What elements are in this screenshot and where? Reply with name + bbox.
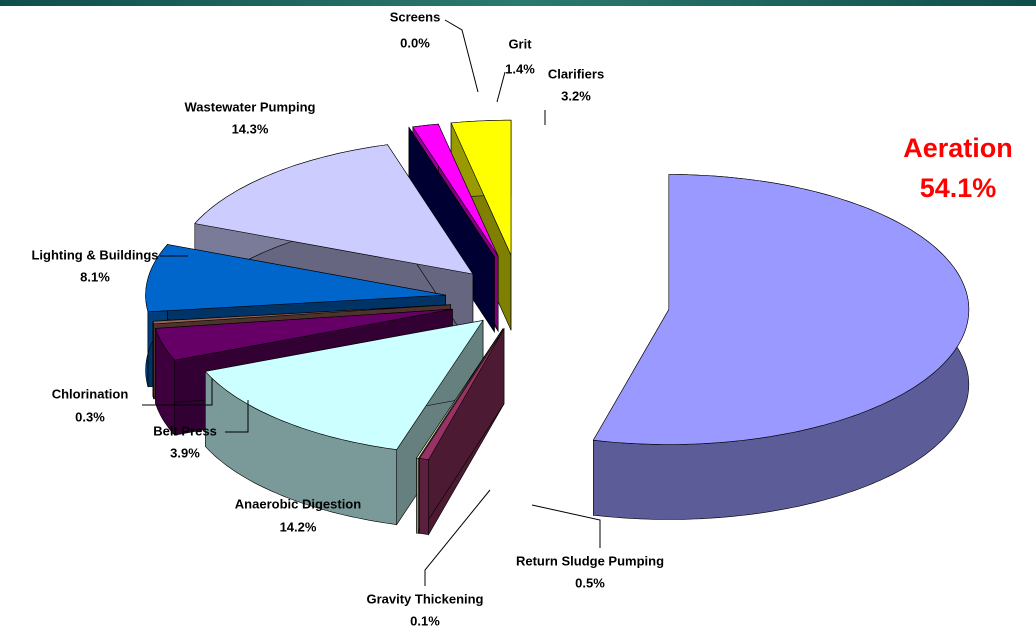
- slice-value-label: 1.4%: [505, 61, 535, 76]
- slice-value-label: 3.9%: [170, 445, 200, 460]
- slice-name: Wastewater Pumping: [185, 99, 316, 114]
- leader-line: [424, 489, 491, 586]
- slice-value-label: 54.1%: [920, 173, 997, 203]
- slice-top: [416, 328, 504, 459]
- slice-name: Clarifiers: [548, 66, 604, 81]
- slice-name: Chlorination: [52, 386, 129, 401]
- slice-value-label: 14.3%: [232, 121, 269, 136]
- slice-side: [419, 458, 429, 535]
- slice-name: Anaerobic Digestion: [235, 496, 361, 511]
- leader-line: [531, 504, 601, 548]
- slice-top: [204, 319, 484, 450]
- slice-top: [592, 174, 970, 445]
- top-bar: [0, 0, 1036, 6]
- slice-name: Gravity Thickening: [366, 591, 483, 606]
- slice-value-label: 8.1%: [80, 269, 110, 284]
- slice-name: Belt Press: [153, 423, 217, 438]
- slice: [418, 327, 505, 536]
- slice-name: Return Sludge Pumping: [516, 553, 664, 568]
- slice-top: [412, 123, 499, 257]
- slice-name: Grit: [508, 36, 532, 51]
- pie: [145, 119, 970, 536]
- slice-top: [155, 308, 453, 361]
- slice-value-label: 0.0%: [400, 35, 430, 50]
- labels: Aeration 54.1% Return Sludge Pumping 0.5% Gr…: [31, 9, 1012, 628]
- slice-value-label: 3.2%: [561, 88, 591, 103]
- slice-top: [450, 119, 512, 256]
- slice-name: Screens: [390, 9, 441, 24]
- slice: [204, 319, 484, 526]
- leader-line: [444, 19, 479, 93]
- slice-top: [152, 304, 451, 325]
- slice-value-label: 0.1%: [410, 613, 440, 628]
- leader-line: [225, 400, 249, 433]
- leader-line: [142, 378, 213, 406]
- slice-side: [152, 321, 154, 399]
- slice-name: Aeration: [903, 133, 1013, 163]
- slice-top: [145, 244, 446, 313]
- slice: [592, 174, 970, 520]
- slice-name: Lighting & Buildings: [31, 247, 158, 262]
- leader-line: [496, 71, 506, 103]
- slice-top: [194, 144, 474, 275]
- slice-value-label: 14.2%: [280, 519, 317, 534]
- slice-side: [416, 457, 419, 534]
- slice-value-label: 0.3%: [75, 409, 105, 424]
- slice-top: [418, 328, 505, 460]
- slice-top: [408, 127, 495, 258]
- slice-value-label: 0.5%: [575, 575, 605, 590]
